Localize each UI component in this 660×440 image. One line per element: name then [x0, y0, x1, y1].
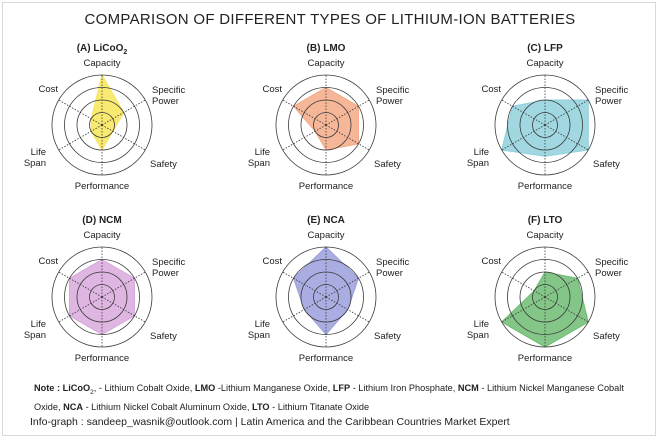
- axis-spoke: [544, 99, 589, 126]
- axis-label: Life Span: [467, 147, 489, 169]
- note-licoo-sub: 2: [90, 388, 94, 396]
- note-text-5: - Lithium Nickel Cobalt Aluminum Oxide,: [83, 401, 253, 412]
- axis-label: Capacity: [527, 230, 564, 241]
- grid-ring: [51, 74, 153, 176]
- axis-spoke: [101, 99, 146, 126]
- axis-spoke: [501, 296, 546, 323]
- axis-spoke: [101, 124, 146, 151]
- note-lfp: LFP: [332, 383, 351, 393]
- note-text-2: -Lithium Manganese Oxide,: [215, 383, 333, 393]
- axis-spoke: [544, 124, 589, 151]
- axis-label: Specific Power: [595, 257, 629, 279]
- axis-spoke: [101, 296, 146, 323]
- axis-label: Performance: [518, 353, 572, 364]
- note-prefix: Note :: [34, 383, 63, 393]
- radar-chart-d: Capacity Specific Power Safety Performance Li…: [24, 215, 186, 364]
- axis-label: Cost: [481, 84, 501, 95]
- axis-spoke: [501, 271, 546, 298]
- credit-line: Info-graph : sandeep_wasnik@outlook.com …: [30, 416, 510, 428]
- axis-label: Safety: [374, 159, 401, 170]
- note-text-3: - Lithium Iron Phosphate,: [350, 383, 458, 393]
- axis-label: Performance: [75, 353, 129, 364]
- radar-chart-f: Capacity Specific Power Safety Performance Li…: [467, 215, 629, 364]
- axis-label: Cost: [38, 84, 58, 95]
- note-lmo: LMO: [194, 383, 216, 393]
- axis-label: Capacity: [527, 58, 564, 69]
- axis-label: Specific Power: [595, 85, 629, 107]
- grid-ring: [51, 246, 153, 348]
- axis-label: Safety: [593, 159, 620, 170]
- axis-spoke: [501, 124, 546, 151]
- axis-spoke: [325, 99, 370, 126]
- axis-label: Performance: [299, 181, 353, 192]
- chart-title: (F) LTO: [528, 215, 563, 226]
- axis-label: Life Span: [248, 319, 270, 341]
- note-licoo: LiCoO: [62, 383, 91, 393]
- axis-spoke: [58, 99, 103, 126]
- axis-spoke: [282, 99, 327, 126]
- note-text-6: - Lithium Titanate Oxide: [269, 401, 370, 412]
- axis-label: Specific Power: [376, 85, 410, 107]
- radar-chart-a: Capacity Specific Power Safety Performance Li…: [24, 43, 186, 192]
- axis-label: Cost: [262, 256, 282, 267]
- series-area-a: [90, 73, 125, 151]
- axis-label: Safety: [593, 331, 620, 342]
- note-text-4: - Lithium Nickel Manganese Cobalt Oxide,: [34, 383, 624, 412]
- axis-label: Performance: [299, 353, 353, 364]
- axis-label: Capacity: [84, 58, 121, 69]
- axis-spoke: [282, 124, 327, 151]
- footnote: Note : LiCoO2, - Lithium Cobalt Oxide, L…: [34, 381, 634, 414]
- note-lto: LTO: [252, 401, 270, 412]
- axis-spoke: [544, 271, 589, 298]
- axis-spoke: [282, 296, 327, 323]
- axis-label: Safety: [150, 159, 177, 170]
- grid-ring: [494, 74, 596, 176]
- axis-label: Capacity: [308, 230, 345, 241]
- axis-spoke: [325, 124, 370, 151]
- axis-label: Safety: [150, 331, 177, 342]
- note-ncm: NCM: [457, 383, 479, 393]
- axis-label: Specific Power: [152, 257, 186, 279]
- chart-title: (A) LiCoO2: [77, 43, 128, 56]
- chart-title: (D) NCM: [82, 215, 121, 226]
- grid-ring: [494, 246, 596, 348]
- axis-label: Life Span: [467, 319, 489, 341]
- axis-spoke: [58, 296, 103, 323]
- chart-title: (C) LFP: [527, 43, 563, 54]
- axis-label: Performance: [518, 181, 572, 192]
- grid-ring: [275, 246, 377, 348]
- note-nca: NCA: [63, 401, 84, 412]
- axis-spoke: [544, 296, 589, 323]
- axis-label: Specific Power: [152, 85, 186, 107]
- axis-label: Cost: [481, 256, 501, 267]
- axis-label: Life Span: [248, 147, 270, 169]
- axis-label: Safety: [374, 331, 401, 342]
- axis-spoke: [501, 99, 546, 126]
- axis-spoke: [325, 271, 370, 298]
- axis-spoke: [58, 271, 103, 298]
- axis-label: Specific Power: [376, 257, 410, 279]
- radar-chart-e: Capacity Specific Power Safety Performance Li…: [248, 215, 410, 364]
- axis-label: Cost: [262, 84, 282, 95]
- chart-title: (B) LMO: [307, 43, 346, 54]
- chart-title: (E) NCA: [307, 215, 345, 226]
- axis-spoke: [325, 296, 370, 323]
- axis-label: Capacity: [308, 58, 345, 69]
- axis-spoke: [101, 271, 146, 298]
- axis-label: Performance: [75, 181, 129, 192]
- radar-chart-c: Capacity Specific Power Safety Performance Li…: [467, 43, 629, 192]
- axis-label: Life Span: [24, 147, 46, 169]
- radar-chart-b: Capacity Specific Power Safety Performance Li…: [248, 43, 410, 192]
- axis-spoke: [282, 271, 327, 298]
- axis-label: Life Span: [24, 319, 46, 341]
- infographic-frame: [2, 2, 656, 436]
- page-title: COMPARISON OF DIFFERENT TYPES OF LITHIUM…: [84, 11, 576, 28]
- axis-spoke: [58, 124, 103, 151]
- axis-label: Capacity: [84, 230, 121, 241]
- note-text-1: , - Lithium Cobalt Oxide,: [93, 383, 195, 393]
- axis-label: Cost: [38, 256, 58, 267]
- grid-ring: [275, 74, 377, 176]
